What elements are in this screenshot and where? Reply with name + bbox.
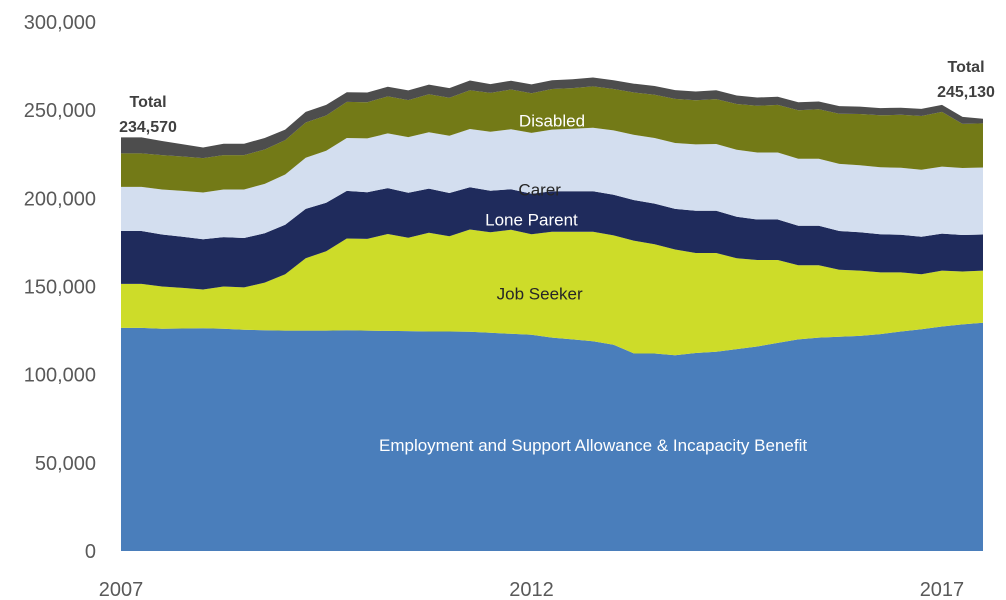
y-tick-label: 50,000 (35, 453, 96, 475)
y-tick-label: 100,000 (24, 365, 96, 387)
area-series-4 (121, 86, 983, 193)
series-label: Disabled (519, 112, 585, 131)
total-end-annotation: Total 245,130 (937, 59, 995, 101)
x-tick-label: 2012 (509, 579, 554, 600)
area-series-2 (121, 187, 983, 290)
total-end-heading: Total (947, 59, 984, 76)
series-label: Lone Parent (485, 210, 578, 229)
series-label: Job Seeker (497, 285, 583, 304)
x-tick-label: 2017 (920, 579, 965, 600)
x-axis: 2007 2012 2017 (99, 579, 964, 600)
y-tick-label: 300,000 (24, 12, 96, 34)
total-start-annotation: Total 234,570 (119, 94, 177, 136)
y-tick-label: 250,000 (24, 100, 96, 122)
y-tick-label: 0 (85, 541, 96, 563)
y-tick-label: 200,000 (24, 188, 96, 210)
area-series-1 (121, 229, 983, 356)
area-series-3 (121, 127, 983, 240)
y-axis: 0 50,000 100,000 150,000 200,000 250,000 300,0… (24, 12, 96, 563)
series-labels: Employment and Support Allowance & Incap… (379, 112, 807, 455)
total-end-value: 245,130 (937, 84, 995, 101)
x-tick-label: 2007 (99, 579, 144, 600)
series-label: Carer (518, 181, 561, 200)
series-label: Employment and Support Allowance & Incap… (379, 436, 807, 455)
total-start-value: 234,570 (119, 119, 177, 136)
y-tick-label: 150,000 (24, 277, 96, 299)
area-layers (121, 77, 983, 551)
total-start-heading: Total (129, 94, 166, 111)
area-series-0 (121, 322, 983, 551)
area-series-5 (121, 77, 983, 159)
